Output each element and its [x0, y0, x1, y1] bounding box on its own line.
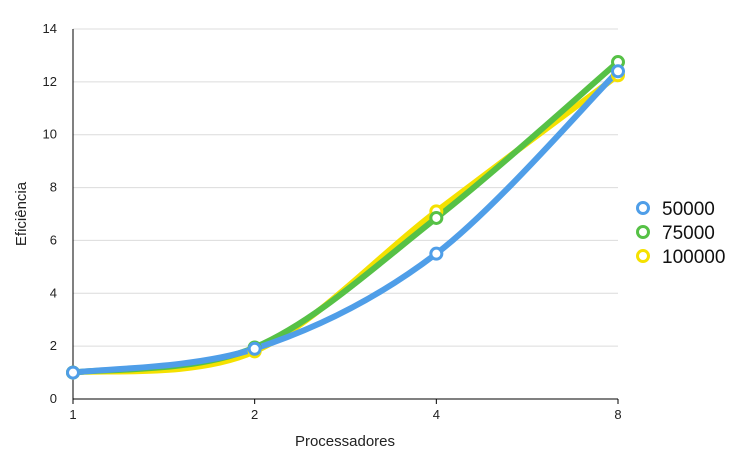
- legend-marker: [636, 201, 650, 215]
- y-axis-label: Eficiência: [13, 181, 30, 246]
- data-point-50000: [611, 64, 625, 79]
- legend-label: 50000: [662, 199, 715, 220]
- series-points: [66, 55, 625, 380]
- data-point-50000: [66, 365, 80, 380]
- x-tick-label: 4: [433, 407, 440, 422]
- data-point-50000: [247, 341, 262, 356]
- axes: [72, 29, 618, 400]
- y-tick-label: 4: [50, 285, 57, 300]
- legend: 50000 75000 100000: [636, 199, 725, 268]
- y-tick-label: 14: [43, 21, 57, 36]
- x-tick-label: 1: [69, 407, 76, 422]
- x-tick-label: 2: [251, 407, 258, 422]
- x-axis-label: Processadores: [295, 433, 395, 450]
- y-tick-labels: 0 2 4 6 8 10 12 14: [43, 21, 57, 406]
- legend-marker: [636, 249, 650, 263]
- y-tick-label: 8: [50, 180, 57, 195]
- y-tick-label: 6: [50, 232, 57, 247]
- series-line-100000: [70, 72, 621, 376]
- x-tick-labels: 1 2 4 8: [69, 399, 622, 422]
- series-line-50000: [70, 68, 621, 376]
- data-point-50000: [429, 246, 444, 261]
- legend-marker: [636, 225, 650, 239]
- series-lines: [70, 59, 621, 376]
- series-line-75000: [70, 59, 621, 376]
- y-tick-label: 12: [43, 74, 57, 89]
- data-point-75000: [429, 210, 444, 225]
- x-tick-label: 8: [614, 407, 621, 422]
- grid-lines: [73, 28, 618, 347]
- legend-label: 75000: [662, 223, 715, 244]
- y-tick-label: 0: [50, 391, 57, 406]
- y-tick-label: 2: [50, 338, 57, 353]
- legend-label: 100000: [662, 247, 725, 268]
- y-tick-label: 10: [43, 127, 57, 142]
